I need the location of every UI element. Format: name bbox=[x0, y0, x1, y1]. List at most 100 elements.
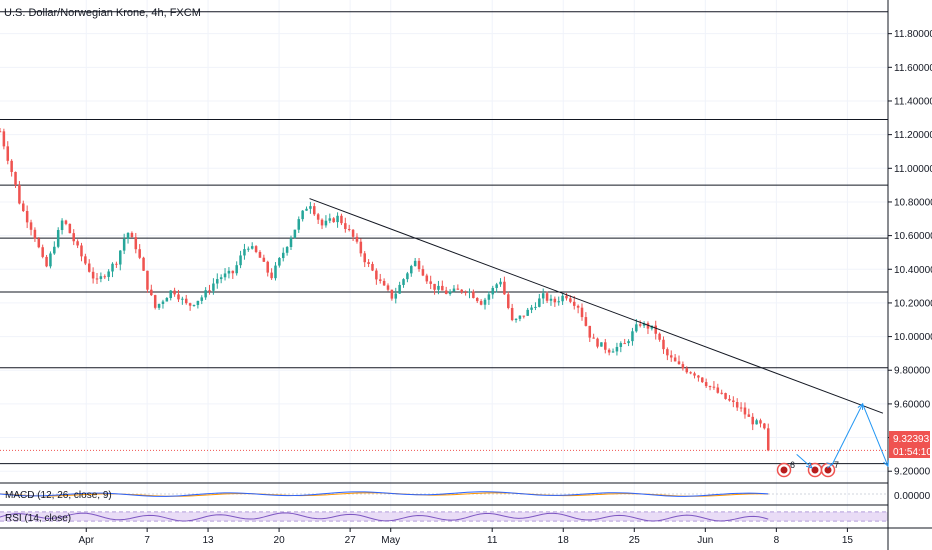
candle-body-34 bbox=[130, 232, 134, 238]
candle-body-8 bbox=[29, 222, 33, 230]
us-event-flag-icon-0[interactable] bbox=[776, 462, 792, 478]
candle-body-12 bbox=[45, 256, 48, 267]
chart-grid bbox=[0, 0, 888, 528]
chart-title: U.S. Dollar/Norwegian Krone, 4h, FXCM bbox=[4, 7, 201, 19]
candle-body-55 bbox=[212, 283, 215, 291]
candle-body-88 bbox=[340, 215, 343, 224]
candle-body-121 bbox=[468, 291, 471, 293]
candle-body-53 bbox=[204, 290, 207, 298]
projection-arrowhead-3 bbox=[857, 402, 864, 410]
candle-body-57 bbox=[219, 277, 223, 280]
candle-body-169 bbox=[654, 325, 657, 334]
macd-lines bbox=[0, 491, 888, 497]
us-event-flag-icon-2[interactable] bbox=[820, 462, 836, 478]
candle-body-150 bbox=[580, 307, 584, 318]
candle-body-100 bbox=[386, 285, 390, 290]
candle-body-64 bbox=[247, 248, 250, 250]
price-tick-label-0: 11.80000 bbox=[894, 29, 932, 40]
projection-arrowhead-2 bbox=[826, 462, 834, 469]
candle-body-154 bbox=[596, 338, 599, 347]
candle-body-19 bbox=[72, 233, 75, 242]
candle-body-73 bbox=[281, 252, 285, 259]
candle-body-91 bbox=[351, 229, 355, 237]
candle-body-3 bbox=[10, 160, 13, 172]
candle-body-130 bbox=[503, 281, 506, 295]
candle-body-104 bbox=[402, 279, 405, 285]
candle-body-136 bbox=[526, 309, 529, 316]
candle-body-84 bbox=[324, 220, 328, 226]
candle-body-107 bbox=[413, 260, 417, 267]
candle-body-98 bbox=[378, 279, 382, 281]
candle-body-109 bbox=[421, 269, 425, 276]
candle-body-24 bbox=[91, 271, 95, 279]
candle-body-142 bbox=[549, 298, 553, 301]
candle-body-35 bbox=[134, 237, 138, 250]
candle-body-101 bbox=[390, 289, 394, 299]
candle-body-31 bbox=[119, 250, 122, 265]
candle-body-197 bbox=[763, 423, 766, 429]
candle-body-151 bbox=[584, 317, 588, 326]
trendline[interactable] bbox=[309, 198, 884, 414]
candle-body-159 bbox=[615, 346, 619, 352]
candle-body-137 bbox=[530, 307, 533, 310]
candle-body-127 bbox=[491, 287, 495, 295]
candle-body-171 bbox=[662, 339, 665, 350]
candle-body-4 bbox=[14, 171, 17, 186]
candle-body-155 bbox=[600, 342, 603, 347]
event-flag-center-0 bbox=[780, 466, 788, 474]
candle-body-112 bbox=[433, 283, 436, 290]
candle-body-62 bbox=[239, 255, 242, 266]
candle-body-167 bbox=[646, 323, 650, 329]
rsi-pane: RSI (14, close) bbox=[0, 504, 888, 524]
candle-body-102 bbox=[394, 293, 398, 299]
price-tick-label-1: 11.60000 bbox=[894, 63, 932, 74]
candle-body-63 bbox=[243, 249, 246, 256]
candle-body-183 bbox=[708, 386, 712, 388]
horizontal-levels[interactable] bbox=[0, 11, 888, 465]
rsi-label[interactable]: RSI (14, close) bbox=[5, 513, 71, 524]
countdown-tag-background bbox=[889, 445, 930, 458]
candle-body-191 bbox=[739, 407, 743, 409]
time-tick-label-7: 18 bbox=[558, 535, 570, 546]
candle-body-143 bbox=[553, 298, 557, 303]
candle-body-165 bbox=[638, 324, 642, 326]
candle-body-10 bbox=[37, 238, 41, 248]
candle-body-192 bbox=[743, 407, 747, 415]
time-axis[interactable]: Apr 7 13 20 27 May 11 18 25 Jun 8 15 bbox=[78, 528, 853, 546]
candle-body-105 bbox=[406, 273, 409, 280]
macd-label[interactable]: MACD (12, 26, close, 9) bbox=[5, 490, 112, 501]
price-candles bbox=[0, 127, 770, 452]
candle-body-198 bbox=[766, 428, 770, 451]
candle-body-186 bbox=[720, 392, 723, 394]
candle-body-160 bbox=[619, 343, 623, 347]
candle-body-83 bbox=[320, 219, 324, 226]
candle-body-187 bbox=[724, 393, 727, 399]
candle-body-103 bbox=[398, 284, 401, 294]
candle-body-134 bbox=[518, 315, 522, 319]
price-tick-label-6: 10.60000 bbox=[894, 231, 932, 242]
candle-body-65 bbox=[250, 246, 254, 249]
candle-body-96 bbox=[371, 263, 374, 271]
candle-body-115 bbox=[444, 290, 448, 294]
candle-body-123 bbox=[475, 298, 479, 302]
candle-body-75 bbox=[289, 238, 293, 247]
candle-body-122 bbox=[472, 291, 475, 299]
candle-body-135 bbox=[522, 315, 526, 317]
candle-body-33 bbox=[126, 232, 130, 239]
candle-body-21 bbox=[80, 245, 83, 257]
candle-body-162 bbox=[627, 341, 630, 344]
candle-body-180 bbox=[697, 375, 700, 378]
candle-body-182 bbox=[704, 382, 708, 387]
candle-body-49 bbox=[188, 303, 192, 306]
candle-body-86 bbox=[332, 218, 335, 223]
candle-body-193 bbox=[747, 414, 751, 417]
candle-body-41 bbox=[157, 303, 161, 308]
event-count-1: 7 bbox=[834, 460, 839, 470]
time-tick-label-4: 27 bbox=[345, 535, 357, 546]
candle-body-161 bbox=[623, 343, 626, 345]
candle-body-175 bbox=[677, 361, 681, 365]
candle-body-178 bbox=[689, 372, 692, 374]
candle-body-156 bbox=[604, 342, 607, 350]
candle-body-185 bbox=[716, 387, 720, 393]
